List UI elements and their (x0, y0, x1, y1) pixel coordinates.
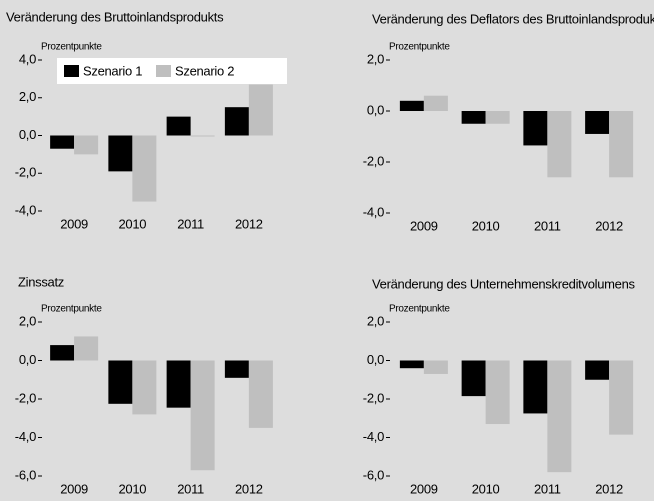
x-tick-label: 2010 (119, 481, 147, 496)
bar (609, 111, 634, 178)
bar (609, 360, 634, 435)
x-tick-label: 2012 (595, 481, 623, 496)
y-tick-label: -2,0 (363, 153, 384, 168)
bar (50, 345, 75, 361)
chart-title: Veränderung des Bruttoinlandsprodukts (6, 9, 224, 24)
x-tick-label: 2010 (472, 218, 500, 233)
x-tick-label: 2012 (235, 216, 263, 231)
x-tick-label: 2011 (534, 218, 561, 233)
bar (461, 111, 486, 124)
x-tick-label: 2011 (177, 216, 204, 231)
x-tick-label: 2009 (410, 218, 438, 233)
y-axis-label: Prozentpunkte (389, 42, 450, 53)
bar (423, 95, 448, 111)
chart-title: Veränderung des Deflators des Bruttoinla… (372, 11, 654, 26)
legend-label: Szenario 1 (83, 63, 142, 78)
x-tick-label: 2011 (534, 481, 561, 496)
y-tick-label: -2,0 (15, 390, 36, 405)
bar (50, 135, 75, 149)
y-tick-label: -4,0 (363, 204, 384, 219)
legend-box (57, 58, 287, 84)
bar (485, 111, 510, 124)
bar (523, 360, 548, 414)
y-tick-label: 0,0 (19, 127, 36, 142)
y-tick-label: 0,0 (367, 352, 384, 367)
x-tick-label: 2010 (119, 216, 147, 231)
y-axis-label: Prozentpunkte (41, 42, 102, 53)
bar (547, 360, 572, 473)
bar (166, 116, 191, 136)
bar (585, 111, 610, 134)
bar (132, 135, 157, 202)
bar (523, 111, 548, 146)
y-tick-label: -6,0 (363, 467, 384, 482)
bar (485, 360, 510, 425)
bar (166, 360, 191, 408)
bar (74, 135, 99, 155)
bar (547, 111, 572, 178)
chart-title: Veränderung des Unternehmenskreditvolume… (372, 276, 636, 291)
x-tick-label: 2009 (60, 216, 88, 231)
bar (108, 360, 133, 404)
y-tick-label: 2,0 (19, 313, 36, 328)
bar (399, 360, 424, 369)
bar (461, 360, 486, 397)
x-tick-label: 2012 (235, 481, 263, 496)
x-tick-label: 2012 (595, 218, 623, 233)
legend-label: Szenario 2 (175, 63, 234, 78)
bar (190, 360, 215, 471)
y-tick-label: 2,0 (19, 89, 36, 104)
bar (399, 100, 424, 111)
legend-swatch (156, 65, 171, 77)
y-tick-label: 0,0 (19, 352, 36, 367)
y-tick-label: -6,0 (15, 467, 36, 482)
y-axis-label: Prozentpunkte (41, 304, 102, 315)
bar (585, 360, 610, 380)
x-tick-label: 2009 (60, 481, 88, 496)
bar (74, 336, 99, 361)
x-tick-label: 2009 (410, 481, 438, 496)
x-tick-label: 2010 (472, 481, 500, 496)
bar (248, 84, 273, 136)
y-tick-label: -2,0 (15, 165, 36, 180)
bar (248, 360, 273, 428)
bar (108, 135, 133, 172)
y-tick-label: -4,0 (363, 429, 384, 444)
y-tick-label: 2,0 (367, 51, 384, 66)
y-tick-label: -4,0 (15, 202, 36, 217)
legend-swatch (64, 65, 79, 77)
y-axis-label: Prozentpunkte (389, 304, 450, 315)
chart-title: Zinssatz (18, 274, 64, 289)
y-tick-label: 0,0 (367, 102, 384, 117)
y-tick-label: -2,0 (363, 390, 384, 405)
y-tick-label: 2,0 (367, 313, 384, 328)
y-tick-label: -4,0 (15, 429, 36, 444)
bar (224, 360, 249, 378)
bar (190, 135, 215, 137)
x-tick-label: 2011 (177, 481, 204, 496)
bar (423, 360, 448, 374)
bar (224, 107, 249, 136)
y-tick-label: 4,0 (19, 51, 36, 66)
bar (132, 360, 157, 415)
